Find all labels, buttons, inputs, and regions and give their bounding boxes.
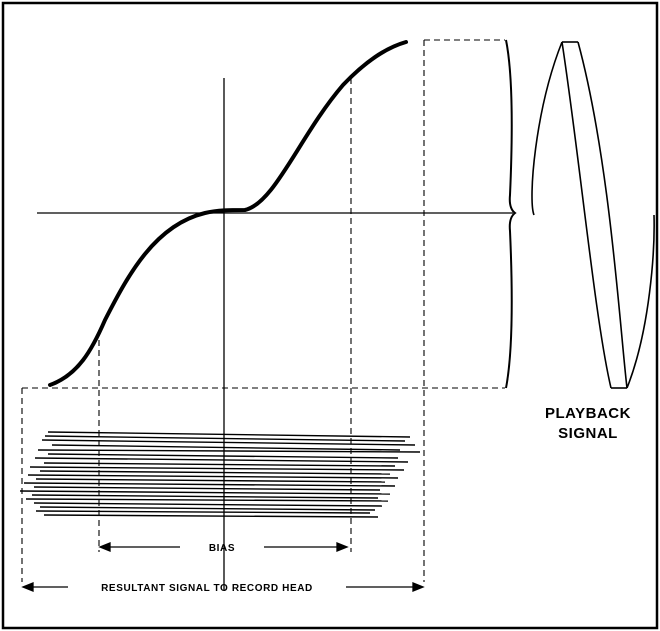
resultant-label: RESULTANT SIGNAL TO RECORD HEAD <box>101 583 313 594</box>
playback-label-line1: PLAYBACK <box>545 405 631 422</box>
bias-dimension <box>98 542 349 552</box>
resultant-dimension <box>21 582 425 592</box>
playback-label-line2: SIGNAL <box>558 425 618 442</box>
playback-signal-waveform <box>531 41 655 389</box>
output-brace <box>505 39 517 389</box>
bias-label: BIAS <box>209 543 235 554</box>
bias-signal-waveform <box>19 431 421 518</box>
transfer-curve <box>48 40 408 387</box>
